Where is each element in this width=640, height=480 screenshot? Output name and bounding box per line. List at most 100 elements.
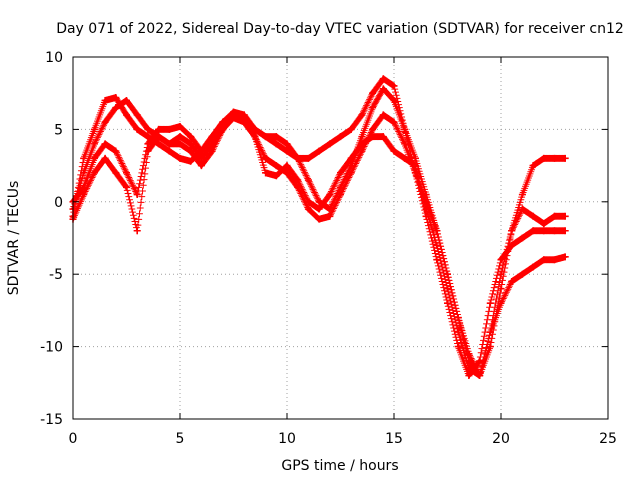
- data-point: [294, 154, 302, 162]
- plot-frame: [72, 56, 609, 420]
- x-tick-label: 0: [69, 431, 78, 447]
- data-point: [165, 125, 173, 133]
- data-point: [379, 133, 387, 141]
- data-point: [518, 270, 526, 278]
- data-point: [379, 85, 387, 93]
- data-point: [551, 256, 558, 264]
- data-point: [176, 133, 184, 141]
- data-point: [315, 147, 323, 155]
- x-tick-label: 20: [492, 431, 510, 447]
- data-point: [444, 285, 451, 293]
- data-point: [551, 154, 558, 162]
- y-tick-label: 5: [54, 122, 63, 138]
- x-tick-label: 5: [176, 431, 185, 447]
- data-point: [390, 82, 398, 90]
- data-point: [90, 140, 98, 148]
- data-point: [337, 169, 344, 177]
- data-point: [326, 140, 334, 148]
- data-point: [197, 162, 205, 170]
- data-point: [411, 162, 419, 170]
- data-point: [101, 96, 109, 104]
- data-point: [294, 176, 302, 184]
- data-point: [486, 299, 494, 307]
- data-point: [251, 133, 259, 141]
- data-point: [112, 147, 120, 155]
- data-point: [144, 125, 152, 133]
- data-point: [369, 125, 377, 133]
- data-point: [529, 227, 537, 235]
- data-point: [369, 89, 377, 97]
- data-point: [80, 191, 88, 199]
- data-point: [529, 162, 537, 170]
- data-point: [433, 227, 441, 235]
- data-point: [465, 372, 473, 380]
- data-point: [347, 154, 355, 162]
- data-point: [433, 241, 441, 249]
- data-point: [401, 154, 409, 162]
- data-point: [272, 172, 280, 180]
- data-point: [90, 125, 98, 133]
- data-point: [272, 162, 280, 170]
- data-point: [358, 133, 366, 141]
- data-point: [101, 118, 109, 126]
- y-tick-label: -10: [40, 340, 63, 356]
- series-track-4: [69, 114, 569, 380]
- data-point: [540, 220, 548, 228]
- data-point: [529, 263, 537, 271]
- y-tick-label: -15: [40, 412, 63, 428]
- data-point: [123, 96, 130, 104]
- data-point: [176, 140, 184, 148]
- data-point: [240, 118, 248, 126]
- data-point: [518, 205, 526, 213]
- data-point: [540, 154, 548, 162]
- data-point: [401, 140, 409, 148]
- y-axis-label: SDTVAR / TECUs: [6, 181, 22, 296]
- data-point: [347, 169, 355, 177]
- data-point: [123, 183, 130, 191]
- data-point: [112, 169, 120, 177]
- data-point: [508, 277, 516, 285]
- data-point: [304, 154, 312, 162]
- data-point: [454, 343, 462, 351]
- data-point: [304, 205, 312, 213]
- data-point: [422, 205, 430, 213]
- data-point: [176, 154, 184, 162]
- data-point: [272, 133, 280, 141]
- y-tick-label: 0: [54, 195, 63, 211]
- data-point: [165, 140, 173, 148]
- data-point: [208, 147, 216, 155]
- chart-title: Day 071 of 2022, Sidereal Day-to-day VTE…: [56, 21, 624, 37]
- data-point: [315, 215, 323, 223]
- data-point: [230, 114, 237, 122]
- data-point: [219, 125, 227, 133]
- data-point: [187, 147, 195, 155]
- data-point: [358, 140, 366, 148]
- data-point: [497, 256, 505, 264]
- data-point: [176, 123, 184, 131]
- data-point: [262, 133, 270, 141]
- data-point: [454, 328, 462, 336]
- data-point: [326, 191, 334, 199]
- data-point: [123, 111, 130, 119]
- x-tick-label: 15: [385, 431, 403, 447]
- data-point: [304, 176, 312, 184]
- data-point: [262, 169, 270, 177]
- data-point: [101, 154, 109, 162]
- data-point: [561, 253, 569, 261]
- y-tick-label: -5: [49, 267, 63, 283]
- data-point: [155, 133, 163, 141]
- data-point: [369, 133, 377, 141]
- data-point: [540, 256, 548, 264]
- x-axis-label: GPS time / hours: [281, 458, 398, 474]
- data-point: [123, 169, 130, 177]
- data-point: [315, 205, 323, 213]
- data-point: [518, 234, 526, 242]
- data-point: [347, 125, 355, 133]
- data-point: [358, 111, 366, 119]
- data-point: [304, 198, 312, 206]
- data-point: [283, 162, 291, 170]
- data-point: [540, 227, 548, 235]
- data-point: [508, 241, 516, 249]
- data-point: [90, 169, 98, 177]
